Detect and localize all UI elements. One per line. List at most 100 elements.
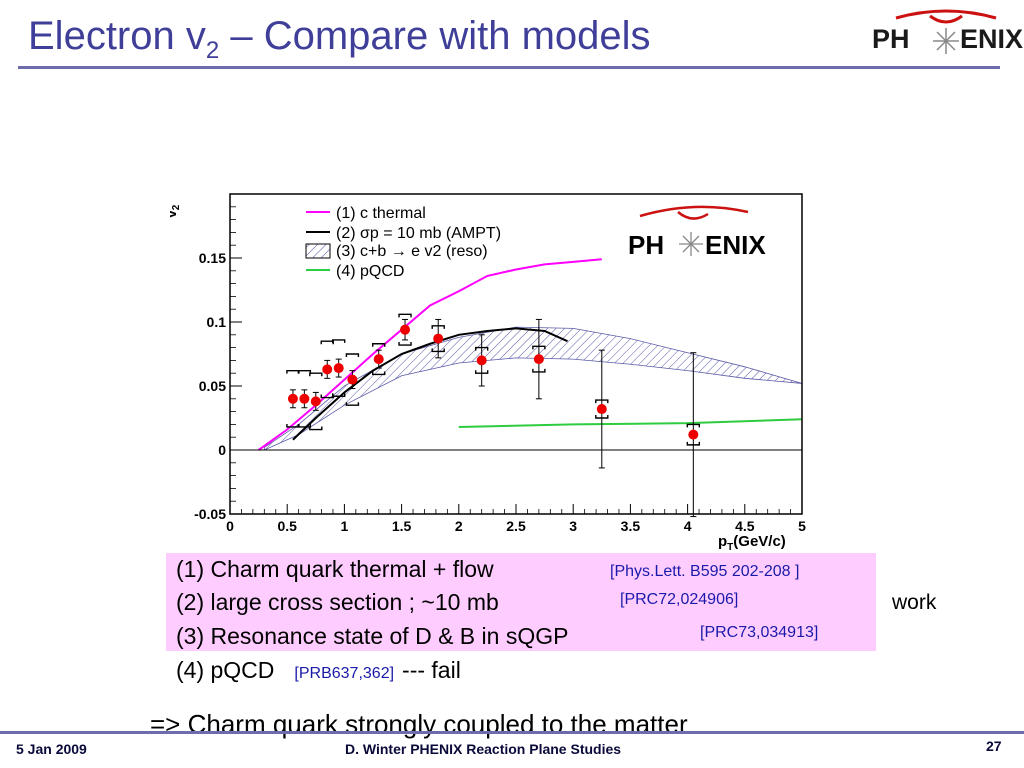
ref-line-4: (4) pQCD [PRB637,362] --- fail <box>176 657 461 684</box>
data-marker <box>322 364 333 375</box>
conclusion-text: => Charm quark strongly coupled to the m… <box>150 709 688 739</box>
ref-citation-4: [PRB637,362] <box>294 665 395 682</box>
data-point <box>431 318 445 359</box>
ref-line-3: (3) Resonance state of D & B in sQGP <box>176 623 569 649</box>
data-marker <box>433 333 444 344</box>
sys-bracket-lower <box>345 402 360 406</box>
x-tick-label: 2 <box>455 518 463 534</box>
ref-line-4-tail: --- fail <box>402 657 461 683</box>
chart-phenix-logo: PH ENIX <box>628 205 766 260</box>
legend-label-pqcd: (4) pQCD <box>336 263 404 280</box>
data-point <box>331 339 346 397</box>
sys-bracket-upper <box>297 369 312 374</box>
logo-star-icon <box>933 28 959 54</box>
legend-label-thermal: (1) c thermal <box>336 205 426 222</box>
sys-bracket-upper <box>286 369 300 374</box>
ref-line-1: (1) Charm quark thermal + flow <box>176 556 494 582</box>
ref-citation-2: [PRC72,024906] <box>620 591 739 608</box>
data-point <box>686 352 701 518</box>
y-tick-label: 0.05 <box>199 378 226 394</box>
x-tick-label: 0 <box>226 518 234 534</box>
y-tick-label: 0 <box>218 442 226 458</box>
model-curve-pqcd <box>458 418 803 428</box>
model-curve-ampt <box>292 327 568 441</box>
data-marker <box>299 393 310 404</box>
x-tick-label: 3 <box>569 518 577 534</box>
title-divider <box>18 66 1000 69</box>
x-tick-label: 4 <box>684 518 692 534</box>
data-point <box>345 353 360 406</box>
y-tick-label: -0.05 <box>194 506 226 522</box>
ref-line-4-text: (4) pQCD <box>176 657 275 683</box>
x-tick-label: 1.5 <box>392 518 412 534</box>
data-point <box>297 369 312 428</box>
y-tick-label: 0.1 <box>207 314 227 330</box>
ref-citation-1: [Phys.Lett. B595 202-208 ] <box>610 563 800 580</box>
sys-bracket-lower <box>372 371 386 376</box>
title-rest: – Compare with models <box>219 14 651 58</box>
logo-text-left: PH <box>872 24 910 54</box>
footer-center: D. Winter PHENIX Reaction Plane Studies <box>345 741 622 757</box>
phenix-logo: PH ENIX <box>872 9 1023 54</box>
sys-bracket-upper <box>398 313 412 318</box>
x-tick-label: 4.5 <box>735 518 755 534</box>
sys-bracket-upper <box>320 340 334 345</box>
x-tick-label: 3.5 <box>621 518 641 534</box>
chart-logo-star-icon <box>679 232 703 256</box>
chart-legend: (1) c thermal (2) σp = 10 mb (AMPT) (3) … <box>305 205 501 280</box>
data-point <box>309 372 323 431</box>
legend-entry-pqcd: (4) pQCD <box>306 263 404 280</box>
data-marker <box>287 393 298 404</box>
data-point <box>532 318 546 400</box>
y-axis-label: v2 <box>170 204 182 218</box>
legend-entry-reso: (3) c+b → e v2 (reso) <box>305 243 488 260</box>
references-box <box>166 553 876 651</box>
data-point <box>398 313 412 346</box>
data-marker <box>347 374 358 385</box>
x-tick-label: 0.5 <box>277 518 297 534</box>
footer-divider <box>0 731 1024 734</box>
data-point <box>595 349 609 469</box>
data-point <box>474 334 489 387</box>
legend-entry-thermal: (1) c thermal <box>306 205 426 222</box>
sys-bracket-upper <box>309 372 323 377</box>
x-tick-label: 2.5 <box>506 518 526 534</box>
title-subscript: 2 <box>205 37 220 64</box>
legend-entry-ampt: (2) σp = 10 mb (AMPT) <box>306 225 501 242</box>
reso-band <box>263 326 803 451</box>
x-axis-label: pT(GeV/c) <box>718 533 786 550</box>
ref-citation-3: [PRC73,034913] <box>700 624 819 641</box>
logo-text-right: ENIX <box>960 24 1023 54</box>
data-marker <box>400 324 411 335</box>
footer-page-number: 27 <box>986 738 1002 754</box>
data-point <box>372 343 386 376</box>
data-marker <box>596 404 607 415</box>
chart-logo-left: PH <box>628 230 664 260</box>
data-point <box>286 369 300 428</box>
title-main: Electron v <box>28 14 206 58</box>
sys-bracket-lower <box>331 393 346 397</box>
legend-label-ampt: (2) σp = 10 mb (AMPT) <box>336 225 501 242</box>
x-tick-label: 5 <box>798 518 806 534</box>
data-point <box>320 340 334 399</box>
side-note: work <box>892 591 937 614</box>
footer-date: 5 Jan 2009 <box>16 741 87 757</box>
data-marker <box>333 363 344 374</box>
sys-bracket-lower <box>309 426 323 431</box>
ref-line-2: (2) large cross section ; ~10 mb <box>176 589 499 615</box>
data-marker <box>476 355 487 366</box>
data-marker <box>310 396 321 407</box>
sys-bracket-upper <box>372 343 386 347</box>
sys-bracket-upper <box>331 339 346 343</box>
legend-label-reso: (3) c+b → e v2 (reso) <box>336 243 488 260</box>
y-tick-label: 0.15 <box>199 250 226 266</box>
x-tick-label: 1 <box>341 518 349 534</box>
data-marker <box>533 354 544 365</box>
sys-bracket-lower <box>297 423 312 428</box>
sys-bracket-lower <box>398 342 412 346</box>
sys-bracket-upper <box>345 353 360 357</box>
slide-title: Electron v2 – Compare with models <box>28 14 651 65</box>
data-marker <box>373 354 384 365</box>
chart-logo-right: ENIX <box>705 230 766 260</box>
